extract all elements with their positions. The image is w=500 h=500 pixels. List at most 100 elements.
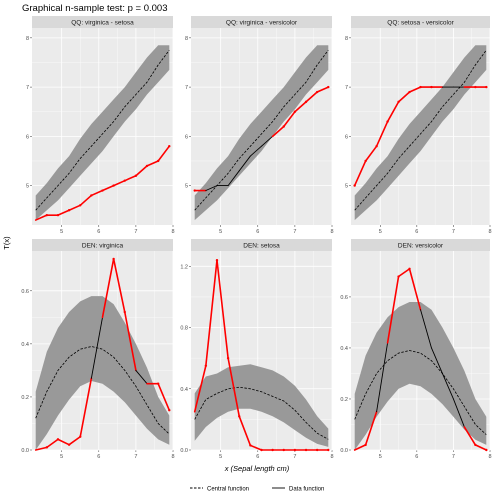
panel-strip-title: QQ: virginica - setosa: [71, 20, 134, 27]
x-tick-label: 7: [452, 454, 455, 460]
data-outside-point: [67, 443, 71, 446]
data-function-segment: [216, 259, 229, 359]
panel-1: QQ: virginica - setosa 5 6 7 8 5 6 7 8: [26, 16, 175, 235]
x-tick-label: 5: [219, 229, 222, 235]
data-function-segment: [46, 438, 59, 449]
data-function-segment: [463, 426, 477, 446]
data-outside-point: [397, 275, 400, 278]
x-tick-label: 8: [488, 229, 491, 235]
x-tick-label: 6: [415, 454, 418, 460]
central-function-line: [354, 49, 487, 211]
panel-strip: [191, 16, 332, 28]
data-outside-point: [79, 204, 82, 207]
y-tick-label: 0.4: [340, 346, 348, 352]
data-function-segment: [261, 135, 274, 147]
data-outside-point: [56, 438, 60, 441]
data-function-segment: [57, 209, 70, 216]
data-function-segment: [68, 204, 82, 212]
data-outside-point: [168, 145, 171, 148]
data-outside-point: [485, 85, 488, 89]
data-outside-point: [304, 100, 308, 104]
panel-5: DEN: setosa 5 6 7 8 0.0 0.4 0.8 1.2: [180, 239, 334, 460]
central-function-line: [35, 49, 170, 211]
data-function-segment: [34, 214, 48, 221]
data-function-segment: [193, 365, 207, 413]
x-tick-label: 5: [379, 454, 382, 460]
data-outside-point: [293, 110, 297, 113]
y-tick-label: 1.2: [180, 264, 188, 270]
y-tick-label: 0.2: [340, 397, 348, 403]
data-function-segment: [282, 110, 296, 128]
panel-strip: [351, 239, 490, 251]
data-outside-point: [249, 444, 252, 447]
panel-strip: [32, 239, 173, 251]
data-function-segment: [227, 357, 241, 418]
y-tick-label: 0.0: [21, 448, 29, 454]
data-outside-point: [474, 85, 477, 89]
x-tick-label: 7: [134, 229, 137, 235]
envelope-band: [194, 364, 329, 447]
data-outside-point: [485, 448, 488, 452]
data-function-segment: [316, 86, 330, 93]
data-outside-point: [408, 90, 411, 94]
panels: QQ: virginica - setosa 5 6 7 8 5 6 7 8 QQ: virgin…: [21, 16, 492, 460]
panel-strip: [191, 239, 332, 251]
data-outside-point: [67, 209, 71, 212]
data-outside-point: [45, 213, 49, 217]
y-tick-label: 0.0: [180, 448, 188, 454]
data-outside-point: [156, 382, 160, 385]
x-tick-label: 8: [171, 229, 174, 235]
data-outside-point: [375, 145, 378, 148]
data-function-segment: [364, 145, 378, 162]
data-outside-point: [134, 174, 138, 177]
y-tick-label: 0.2: [21, 395, 29, 401]
data-function-segment: [90, 189, 104, 197]
y-tick-label: 7: [26, 85, 29, 91]
data-function-segment: [101, 258, 115, 319]
y-axis-label: T(x): [2, 236, 11, 250]
x-tick-label: 7: [293, 229, 296, 235]
data-function-segment: [441, 373, 454, 400]
data-outside-point: [293, 448, 297, 452]
data-function-segment: [452, 398, 465, 428]
panel-3: QQ: setosa - versicolor 5 6 7 8 5 6 7 8: [345, 16, 492, 235]
y-tick-label: 0.6: [21, 289, 29, 295]
data-outside-point: [226, 356, 230, 360]
data-outside-point: [90, 194, 93, 197]
envelope-band: [35, 296, 170, 450]
y-tick-label: 7: [345, 85, 348, 91]
data-outside-point: [271, 448, 274, 452]
panel-strip-title: DEN: virginica: [82, 243, 124, 250]
data-function-segment: [408, 86, 422, 93]
x-tick-label: 6: [415, 229, 418, 235]
panel-2: QQ: virginica - versicolor 5 6 7 8 5 6 7 8: [185, 16, 334, 235]
x-tick-label: 7: [452, 229, 455, 235]
data-outside-point: [408, 267, 411, 271]
envelope-band: [194, 45, 329, 221]
data-function-segment: [408, 268, 422, 311]
panel-4: DEN: virginica 5 6 7 8 0.0 0.2 0.4 0.6: [21, 239, 175, 460]
data-outside-point: [315, 90, 319, 94]
data-outside-point: [327, 448, 330, 452]
data-outside-point: [397, 100, 400, 104]
legend-data-label: Data function: [289, 487, 324, 493]
panel-strip-title: QQ: virginica - versicolor: [226, 20, 298, 27]
panel-strip-title: DEN: setosa: [243, 243, 280, 250]
x-tick-label: 7: [134, 454, 137, 460]
y-tick-label: 5: [26, 184, 29, 190]
y-tick-label: 8: [26, 36, 29, 42]
legend: Central function Data function: [190, 487, 324, 493]
panel-6: DEN: versicolor 5 6 7 8 0.0 0.2 0.4 0.6: [340, 239, 492, 460]
x-tick-label: 5: [60, 229, 63, 235]
data-function-segment: [90, 316, 103, 379]
x-tick-label: 8: [330, 229, 333, 235]
x-tick-label: 8: [171, 454, 174, 460]
data-function-segment: [68, 435, 82, 446]
x-tick-label: 8: [330, 454, 333, 460]
data-function-segment: [353, 160, 367, 187]
panel-strip-title: QQ: setosa - versicolor: [387, 20, 454, 27]
data-outside-point: [112, 257, 115, 261]
central-function-line: [194, 386, 329, 440]
data-outside-point: [56, 213, 60, 217]
data-function-segment: [79, 377, 93, 438]
